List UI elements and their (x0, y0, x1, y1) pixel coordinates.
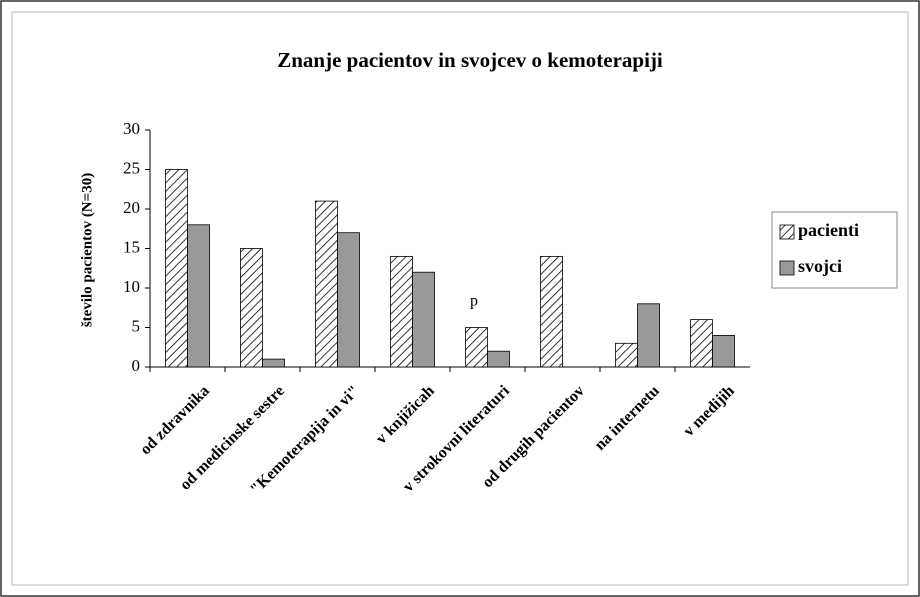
y-tick-label: 20 (123, 198, 140, 217)
chart-area (11, 11, 909, 586)
bar (637, 303, 660, 368)
chart-title: Znanje pacientov in svojcev o kemoterapi… (277, 48, 663, 72)
legend-label: svojci (798, 256, 842, 276)
legend-swatch (779, 224, 795, 240)
bar (487, 350, 510, 368)
annotation: p (470, 293, 478, 310)
bar (337, 232, 360, 368)
y-tick-label: 0 (132, 356, 141, 375)
bar (187, 224, 210, 368)
bar (690, 319, 713, 368)
y-tick-label: 5 (132, 316, 141, 335)
bar (315, 200, 338, 368)
y-tick-label: 25 (123, 158, 140, 177)
bar (615, 342, 638, 368)
legend-label: pacienti (798, 220, 859, 240)
bar (165, 169, 188, 368)
bar (712, 334, 735, 368)
bar (540, 255, 563, 368)
y-tick-label: 10 (123, 277, 140, 296)
bar (262, 358, 285, 368)
y-tick-label: 15 (123, 237, 140, 256)
y-tick-label: 30 (123, 119, 140, 138)
legend-swatch (779, 260, 795, 276)
y-axis-label: število pacientov (N=30) (79, 173, 95, 327)
bar (390, 255, 413, 368)
bar (412, 271, 435, 368)
bar (465, 327, 488, 368)
bar (240, 248, 263, 368)
